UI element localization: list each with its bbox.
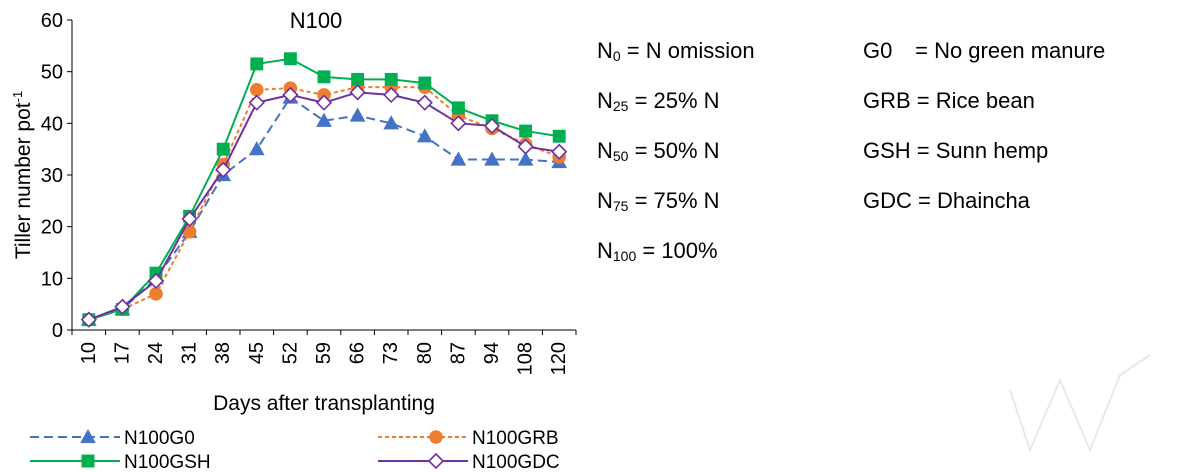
x-tick-label: 17 (111, 342, 133, 364)
x-tick-label: 66 (347, 342, 369, 364)
nitrogen-definition: N100 = 100% (597, 238, 718, 264)
x-tick-label: 73 (380, 342, 402, 364)
x-tick-label: 80 (414, 342, 436, 364)
data-point (384, 72, 398, 86)
watermark-mark (1009, 354, 1151, 453)
nitrogen-definition: N50 = 50% N (597, 138, 720, 164)
y-tick-label: 0 (52, 320, 63, 342)
data-point (316, 112, 332, 127)
data-point (349, 107, 366, 122)
series-line (88, 96, 560, 321)
data-point (416, 128, 433, 143)
data-point (349, 84, 366, 101)
data-point (484, 151, 500, 166)
legend-label: N100G0 (124, 428, 195, 449)
data-point (416, 94, 433, 111)
y-tick-label: 40 (41, 113, 63, 135)
legend-label: N100GDC (472, 452, 560, 472)
tiller-line-chart: 0 10 20 30 40 50 60 10 17 24 31 38 45 52 59 66 73 80 87 94 1… (10, 8, 577, 472)
x-tick-label: 120 (548, 342, 570, 375)
data-point (283, 52, 297, 66)
legend-marker (80, 428, 96, 444)
chart-title: N100 (290, 8, 343, 33)
data-point (181, 210, 198, 228)
data-point (250, 57, 264, 71)
data-point (80, 311, 97, 328)
series-n100gdc (80, 84, 568, 328)
legend-marker (427, 452, 445, 470)
nitrogen-definition: N75 = 75% N (597, 188, 720, 214)
data-point (216, 142, 230, 156)
chart-axes: 0 10 20 30 40 50 60 10 17 24 31 38 45 52 59 66 73 80 87 94 1… (10, 10, 577, 375)
x-tick-label: 38 (212, 342, 234, 364)
legend-item-n100g0: N100G0 (30, 428, 195, 449)
data-point (450, 115, 467, 132)
data-point (383, 86, 400, 104)
legend-marker (429, 430, 443, 444)
data-point (248, 94, 265, 111)
data-point (383, 115, 400, 130)
green-manure-definition: GDC = Dhaincha (863, 188, 1030, 213)
x-axis-label: Days after transplanting (213, 392, 435, 415)
data-point (483, 117, 501, 135)
data-point (249, 82, 264, 97)
chart-legend: N100G0 N100GRB N100GSH N100GDC (30, 428, 560, 472)
abbreviation-definitions: N0 = N omission N25 = 25% N N50 = 50% N N75… (597, 38, 1197, 278)
x-tick-label: 59 (313, 342, 335, 364)
chart-series-layer (80, 52, 568, 328)
data-point (517, 151, 534, 166)
y-tick-label: 20 (41, 217, 63, 239)
data-point (418, 76, 432, 90)
nitrogen-definition: N25 = 25% N (597, 88, 720, 114)
x-tick-label: 45 (246, 342, 268, 364)
data-point (114, 298, 131, 315)
data-point (317, 70, 331, 84)
y-tick-label: 60 (41, 10, 63, 32)
legend-marker (81, 454, 95, 468)
green-manure-definition: GSH = Sunn hemp (863, 138, 1049, 163)
x-tick-label: 87 (447, 342, 469, 364)
data-point (451, 101, 465, 115)
nitrogen-definition: N0 = N omission (597, 38, 755, 64)
legend-label: N100GSH (124, 452, 211, 472)
legend-item-n100grb: N100GRB (378, 428, 559, 449)
y-tick-label: 10 (41, 268, 63, 290)
data-point (149, 287, 163, 301)
x-tick-label: 94 (481, 342, 503, 364)
data-point (147, 272, 165, 290)
data-point (519, 124, 533, 138)
legend-item-n100gdc: N100GDC (378, 452, 560, 472)
data-point (215, 161, 232, 178)
x-tick-label: 24 (145, 342, 167, 364)
data-point (282, 86, 299, 104)
data-point (351, 72, 365, 86)
data-point (517, 138, 534, 155)
x-tick-label: 31 (179, 342, 201, 364)
y-tick-label: 30 (41, 165, 63, 187)
data-point (248, 141, 265, 156)
data-point (315, 94, 333, 111)
green-manure-definition: GRB = Rice bean (863, 88, 1035, 113)
data-point (552, 129, 566, 143)
data-point (450, 151, 467, 166)
green-manure-definition: G0 = No green manure (863, 38, 1106, 63)
legend-item-n100gsh: N100GSH (30, 452, 211, 472)
legend-label: N100GRB (472, 428, 559, 449)
y-tick-label: 50 (41, 62, 63, 84)
x-tick-label: 108 (515, 342, 537, 375)
x-tick-label: 10 (78, 342, 100, 364)
x-tick-label: 52 (279, 342, 301, 364)
data-point (551, 143, 568, 160)
y-axis-label: Tiller number pot-1 (10, 91, 35, 259)
